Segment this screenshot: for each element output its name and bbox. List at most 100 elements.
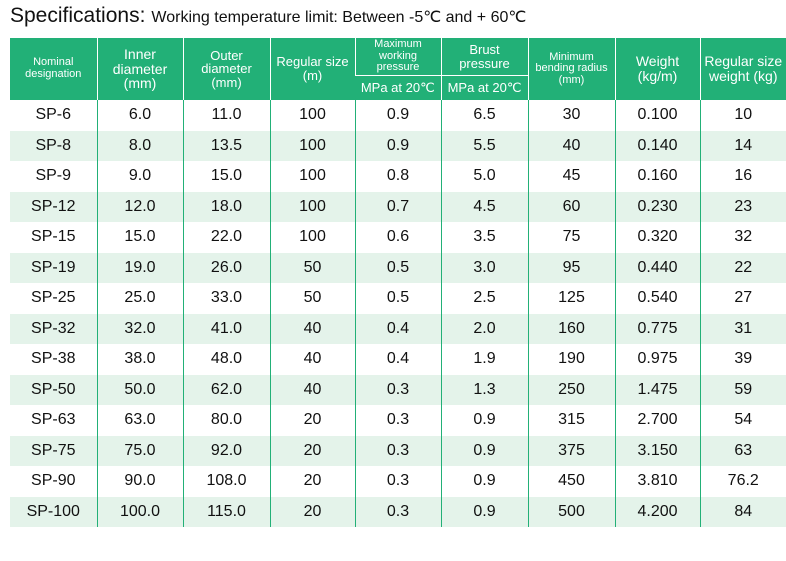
- table-row: SP-32 32.0 41.0 40 0.4 2.0 160 0.775 31: [10, 313, 786, 344]
- table-cell: 50.0: [96, 374, 183, 405]
- table-cell: 22.0: [182, 222, 270, 253]
- table-cell: 0.9: [354, 100, 441, 131]
- table-cell: 5.0: [440, 161, 528, 192]
- table-cell: 30: [527, 100, 615, 131]
- table-row: SP-12 12.0 18.0 100 0.7 4.5 60 0.230 23: [10, 191, 786, 222]
- table-cell: 375: [527, 435, 615, 466]
- table-cell: 3.5: [440, 222, 528, 253]
- table-cell: 45: [527, 161, 615, 192]
- table-cell: 75: [527, 222, 615, 253]
- table-cell: 63: [699, 435, 786, 466]
- table-cell: 0.975: [614, 344, 700, 375]
- column-unit: MPa at 20℃: [355, 75, 441, 100]
- table-cell: 20: [269, 435, 355, 466]
- table-cell: 0.5: [354, 283, 441, 314]
- table-cell: 450: [527, 466, 615, 497]
- table-cell: 2.0: [440, 313, 528, 344]
- table-cell: SP-15: [31, 228, 76, 246]
- table-cell: 31: [699, 313, 786, 344]
- table-cell: 0.4: [354, 344, 441, 375]
- header: Specifications: Working temperature limit…: [10, 4, 526, 28]
- table-cell: 115.0: [182, 496, 270, 527]
- table-row: SP-9 9.0 15.0 100 0.8 5.0 45 0.160 16: [10, 161, 786, 192]
- table-cell: SP-75: [10, 435, 97, 466]
- table-cell: 0.540: [614, 283, 700, 314]
- table-cell: 0.3: [354, 405, 441, 436]
- table-cell: 6.0: [96, 100, 183, 131]
- table-cell: 0.775: [614, 313, 700, 344]
- table-cell: 0.3: [354, 466, 441, 497]
- column-header: Inner diameter (mm): [96, 38, 183, 100]
- table-cell: 38.0: [96, 344, 183, 375]
- table-cell: 14: [699, 130, 786, 161]
- table-cell: SP-90: [31, 472, 76, 490]
- table-cell: 4.200: [614, 496, 700, 527]
- table-cell: 32: [699, 222, 786, 253]
- table-cell: 3.0: [440, 252, 528, 283]
- table-cell: 0.140: [614, 130, 700, 161]
- table-cell: 16: [699, 161, 786, 192]
- title: Specifications:: [10, 4, 146, 27]
- table-cell: 2.700: [614, 405, 700, 436]
- table-cell: 6.5: [440, 100, 528, 131]
- table-cell: 20: [269, 496, 355, 527]
- column-header: Outer diameter (mm): [182, 38, 270, 100]
- column-header: Maximum working pressure: [354, 38, 441, 76]
- column-header: Weight (kg/m): [614, 38, 700, 100]
- table-cell: 92.0: [182, 435, 270, 466]
- table-cell: 0.6: [354, 222, 441, 253]
- table-cell: 0.230: [614, 191, 700, 222]
- table-row: SP-100 100.0 115.0 20 0.3 0.9 500 4.200 84: [10, 496, 786, 527]
- table-cell: 23: [699, 191, 786, 222]
- table-cell: 1.3: [440, 374, 528, 405]
- table-cell: 3.810: [614, 466, 700, 497]
- table-cell: 40: [269, 313, 355, 344]
- table-cell: 33.0: [182, 283, 270, 314]
- table-cell: 9.0: [96, 161, 183, 192]
- table-cell: 315: [527, 405, 615, 436]
- table-cell: 59: [699, 374, 786, 405]
- table-cell: SP-25: [31, 289, 76, 307]
- table-cell: 3.150: [614, 435, 700, 466]
- table-cell: SP-38: [31, 350, 76, 368]
- table-cell: 190: [527, 344, 615, 375]
- table-cell: 25.0: [96, 283, 183, 314]
- table-cell: SP-12: [10, 191, 97, 222]
- table-cell: 4.5: [440, 191, 528, 222]
- table-cell: 26.0: [182, 252, 270, 283]
- table-cell: 100.0: [96, 496, 183, 527]
- table-row: SP-63 63.0 80.0 20 0.3 0.9 315 2.700 54: [10, 405, 786, 436]
- table-cell: 80.0: [182, 405, 270, 436]
- table-cell: 108.0: [182, 466, 270, 497]
- table-cell: 0.5: [354, 252, 441, 283]
- table-cell: 0.440: [614, 252, 700, 283]
- table-cell: 12.0: [96, 191, 183, 222]
- column-unit: MPa at 20℃: [440, 75, 528, 100]
- table-cell: 50: [269, 283, 355, 314]
- table-row: SP-50 50.0 62.0 40 0.3 1.3 250 1.475 59: [10, 374, 786, 405]
- table-cell: 5.5: [440, 130, 528, 161]
- table-cell: 1.9: [440, 344, 528, 375]
- table-cell: 84: [699, 496, 786, 527]
- table-cell: SP-50: [10, 374, 97, 405]
- table-cell: 0.320: [614, 222, 700, 253]
- table-cell: 0.3: [354, 374, 441, 405]
- table-cell: SP-9: [35, 167, 72, 185]
- table-cell: 2.5: [440, 283, 528, 314]
- table-row: SP-75 75.0 92.0 20 0.3 0.9 375 3.150 63: [10, 435, 786, 466]
- table-cell: 0.9: [440, 435, 528, 466]
- table-body: SP-6 6.0 11.0 100 0.9 6.5 30 0.100 10 SP-8 8.0 13.5…: [10, 100, 786, 527]
- table-cell: 1.475: [614, 374, 700, 405]
- table-cell: 0.8: [354, 161, 441, 192]
- table-cell: 500: [527, 496, 615, 527]
- column-header: Regular size (m): [269, 38, 355, 100]
- table-cell: 0.7: [354, 191, 441, 222]
- table-cell: 0.9: [440, 496, 528, 527]
- table-cell: 76.2: [699, 466, 786, 497]
- table-cell: 95: [527, 252, 615, 283]
- table-cell: 11.0: [182, 100, 270, 131]
- table-cell: 75.0: [96, 435, 183, 466]
- table-cell: SP-63: [31, 411, 76, 429]
- table-cell: 100: [269, 161, 355, 192]
- column-header: Brust pressure: [440, 38, 528, 76]
